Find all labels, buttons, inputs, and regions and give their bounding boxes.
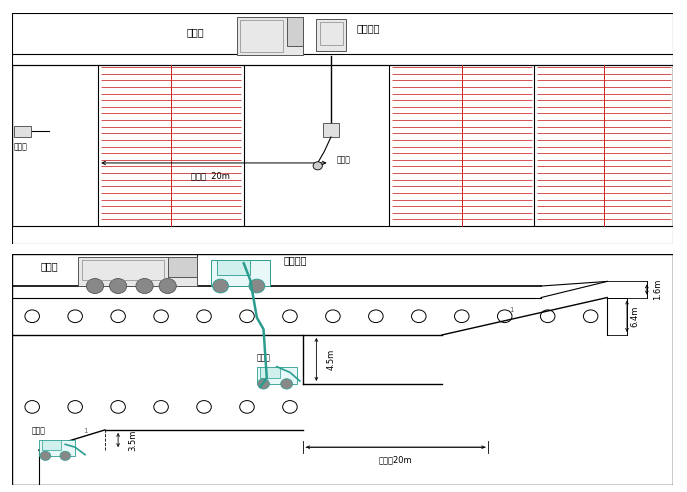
Circle shape	[136, 278, 153, 294]
Text: 小挖机: 小挖机	[256, 353, 271, 362]
Bar	[237, 17, 303, 55]
Bar	[211, 260, 270, 286]
Text: 长臂挖机: 长臂挖机	[283, 255, 307, 265]
Circle shape	[159, 278, 177, 294]
Bar	[260, 367, 280, 378]
Text: 渣土车: 渣土车	[186, 27, 204, 37]
Text: 1: 1	[83, 429, 87, 434]
Circle shape	[258, 379, 269, 389]
Text: 作业距  20m: 作业距 20m	[191, 172, 230, 181]
Circle shape	[60, 451, 71, 461]
Text: 小挖机: 小挖机	[32, 427, 46, 436]
Bar	[286, 17, 303, 46]
Bar	[82, 260, 164, 280]
Circle shape	[249, 279, 264, 293]
Text: 长臂挖机: 长臂挖机	[356, 23, 379, 32]
Circle shape	[212, 279, 229, 293]
Text: 6.4m: 6.4m	[630, 306, 640, 327]
Bar	[12, 13, 673, 65]
Text: 渣土车: 渣土车	[41, 261, 58, 271]
Bar	[14, 125, 31, 137]
Bar	[42, 440, 60, 450]
Circle shape	[313, 162, 322, 170]
Text: 1.6m: 1.6m	[653, 279, 662, 300]
Text: 1: 1	[509, 308, 514, 313]
Bar	[78, 257, 197, 286]
Bar	[38, 440, 75, 456]
Bar	[168, 257, 197, 277]
Circle shape	[109, 278, 126, 294]
Bar	[12, 226, 673, 244]
Bar	[317, 19, 346, 51]
Bar	[217, 260, 250, 275]
Circle shape	[87, 278, 104, 294]
Circle shape	[281, 379, 293, 389]
Text: 作业距20m: 作业距20m	[379, 456, 412, 465]
Text: 4.5m: 4.5m	[326, 349, 335, 370]
Text: 小挖机: 小挖机	[13, 143, 27, 152]
Bar	[323, 123, 339, 137]
Circle shape	[40, 451, 51, 461]
Bar	[257, 367, 297, 384]
Text: 小挖机: 小挖机	[336, 155, 350, 164]
Bar	[240, 20, 283, 52]
Bar	[319, 22, 343, 45]
Text: 3.5m: 3.5m	[128, 430, 137, 451]
